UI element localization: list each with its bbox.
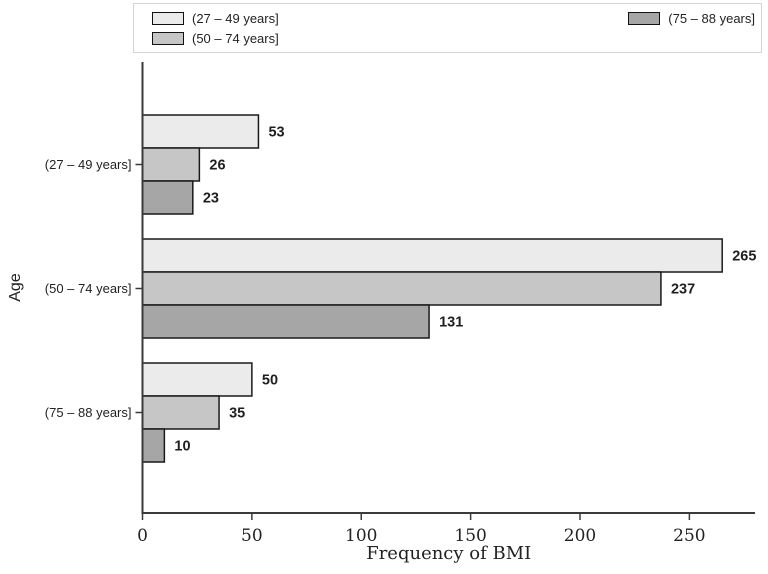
bar [141,180,194,215]
chart-legend: (27 – 49 years] (50 – 74 years] (75 – 88… [133,3,762,53]
bar [141,114,260,149]
y-axis-title: Age [7,273,24,302]
bar-value-label: 50 [262,373,278,389]
bar-value-label: 131 [439,315,463,331]
bar [141,304,430,339]
bar [141,271,662,306]
bar-value-label: 265 [732,249,756,265]
x-tick-label: 100 [345,526,377,546]
bar [141,362,253,397]
legend-item: (75 – 88 years] [628,12,755,25]
bar [141,238,723,273]
y-category-label: (50 – 74 years] [45,281,132,296]
legend-label: (27 – 49 years] [192,11,279,26]
x-axis-title: Frequency of BMI [366,543,531,564]
bar-value-label: 26 [209,158,225,174]
x-tick-label: 250 [673,526,705,546]
bar-value-label: 10 [174,439,190,455]
y-category-label: (27 – 49 years] [45,157,132,172]
x-tick-label: 50 [241,526,263,546]
bar-value-label: 53 [268,125,284,141]
y-category-label: (75 – 88 years] [45,405,132,420]
legend-item: (27 – 49 years] [152,12,279,25]
legend-label: (50 – 74 years] [192,31,279,46]
legend-swatch-series1 [152,12,184,25]
legend-item: (50 – 74 years] [152,32,279,45]
bar-value-label: 237 [671,282,695,298]
legend-swatch-series2 [152,32,184,45]
bar-value-label: 23 [203,191,219,207]
x-tick-label: 0 [137,526,148,546]
bar [141,428,166,463]
bar [141,395,220,430]
legend-label: (75 – 88 years] [668,11,755,26]
x-tick-label: 150 [454,526,486,546]
legend-swatch-series3 [628,12,661,25]
bar [141,147,201,182]
bar-value-label: 35 [229,406,245,422]
x-tick-label: 200 [564,526,596,546]
